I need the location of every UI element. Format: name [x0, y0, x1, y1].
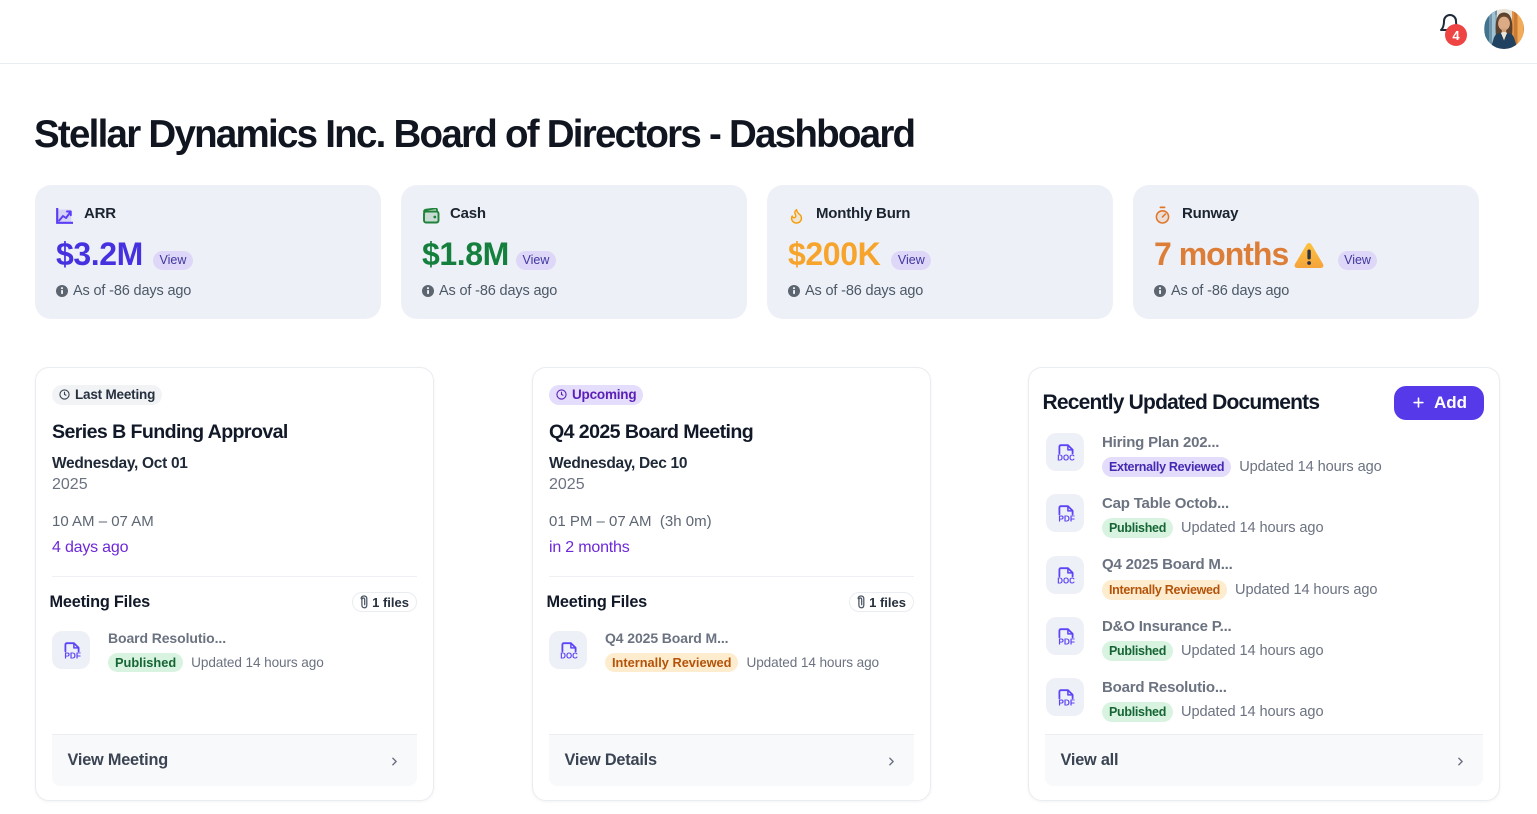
svg-text:PDF: PDF	[1058, 698, 1075, 708]
svg-text:DOC: DOC	[1057, 576, 1075, 585]
svg-text:DOC: DOC	[1057, 454, 1075, 463]
svg-text:PDF: PDF	[64, 651, 81, 661]
svg-text:PDF: PDF	[1058, 636, 1075, 646]
svg-text:DOC: DOC	[560, 652, 578, 661]
svg-text:PDF: PDF	[1058, 514, 1075, 524]
